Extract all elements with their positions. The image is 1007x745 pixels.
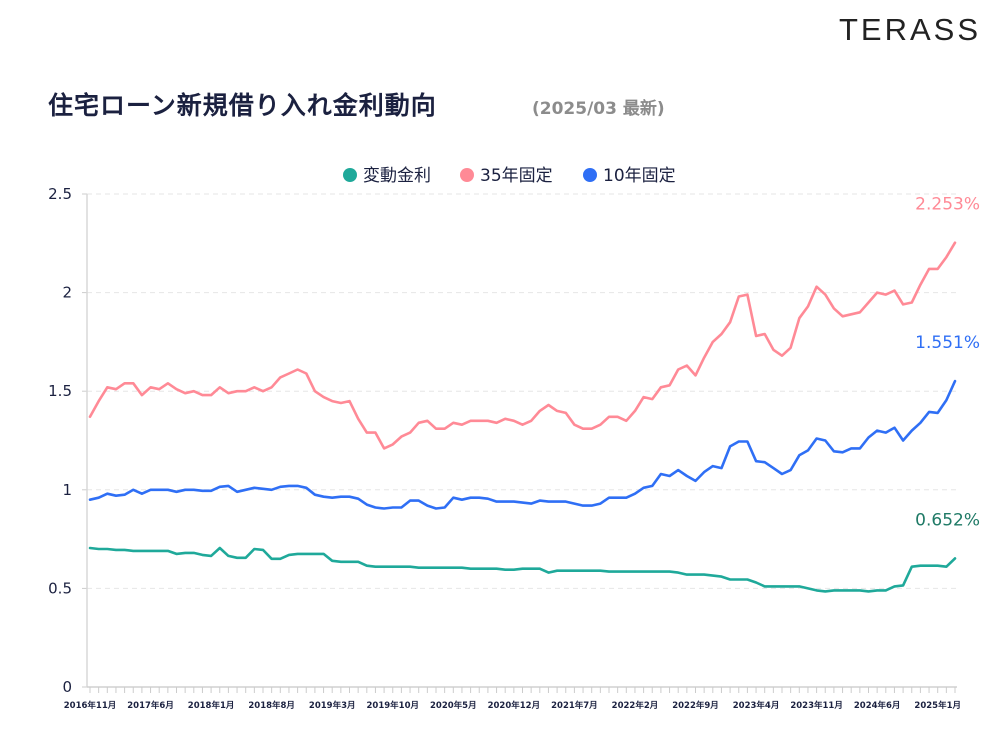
y-tick-label: 2.5 bbox=[48, 185, 72, 203]
end-value-label: 1.551% bbox=[915, 333, 980, 353]
x-tick-label: 2024年6月 bbox=[854, 700, 901, 711]
x-tick-label: 2023年4月 bbox=[733, 700, 780, 711]
x-tick-label: 2018年1月 bbox=[188, 700, 235, 711]
y-tick-label: 0.5 bbox=[48, 579, 72, 597]
end-value-label: 2.253% bbox=[915, 195, 980, 215]
x-tick-label: 2021年7月 bbox=[551, 700, 598, 711]
end-value-label: 0.652% bbox=[915, 510, 980, 530]
x-tick-label: 2025年1月 bbox=[914, 700, 961, 711]
legend-marker bbox=[343, 168, 357, 182]
series-line-2 bbox=[88, 241, 957, 450]
x-tick-label: 2020年5月 bbox=[430, 700, 477, 711]
update-date: (2025/03 最新) bbox=[532, 99, 665, 119]
x-tick-label: 2022年9月 bbox=[672, 700, 719, 711]
y-tick-label: 0 bbox=[62, 678, 72, 696]
x-tick-label: 2016年11月 bbox=[64, 700, 117, 711]
x-tick-label: 2019年3月 bbox=[309, 700, 356, 711]
page-title: 住宅ローン新規借り入れ金利動向 bbox=[48, 91, 437, 120]
x-tick-label: 2023年11月 bbox=[790, 700, 843, 711]
y-tick-label: 1 bbox=[62, 481, 72, 499]
y-tick-label: 1.5 bbox=[48, 382, 72, 400]
legend-marker bbox=[583, 168, 597, 182]
x-tick-label: 2020年12月 bbox=[488, 700, 541, 711]
legend-label: 35年固定 bbox=[480, 166, 553, 186]
legend-label: 10年固定 bbox=[603, 166, 676, 186]
x-tick-label: 2022年2月 bbox=[612, 700, 659, 711]
series-line-1 bbox=[88, 546, 957, 593]
terass-logo: TERASS bbox=[838, 12, 981, 47]
x-tick-label: 2018年8月 bbox=[248, 700, 295, 711]
legend-label: 変動金利 bbox=[363, 166, 431, 186]
y-tick-label: 2 bbox=[62, 284, 72, 302]
x-tick-label: 2017年6月 bbox=[127, 700, 174, 711]
x-tick-label: 2019年10月 bbox=[367, 700, 420, 711]
series-line-3 bbox=[88, 379, 957, 510]
legend-marker bbox=[460, 168, 474, 182]
